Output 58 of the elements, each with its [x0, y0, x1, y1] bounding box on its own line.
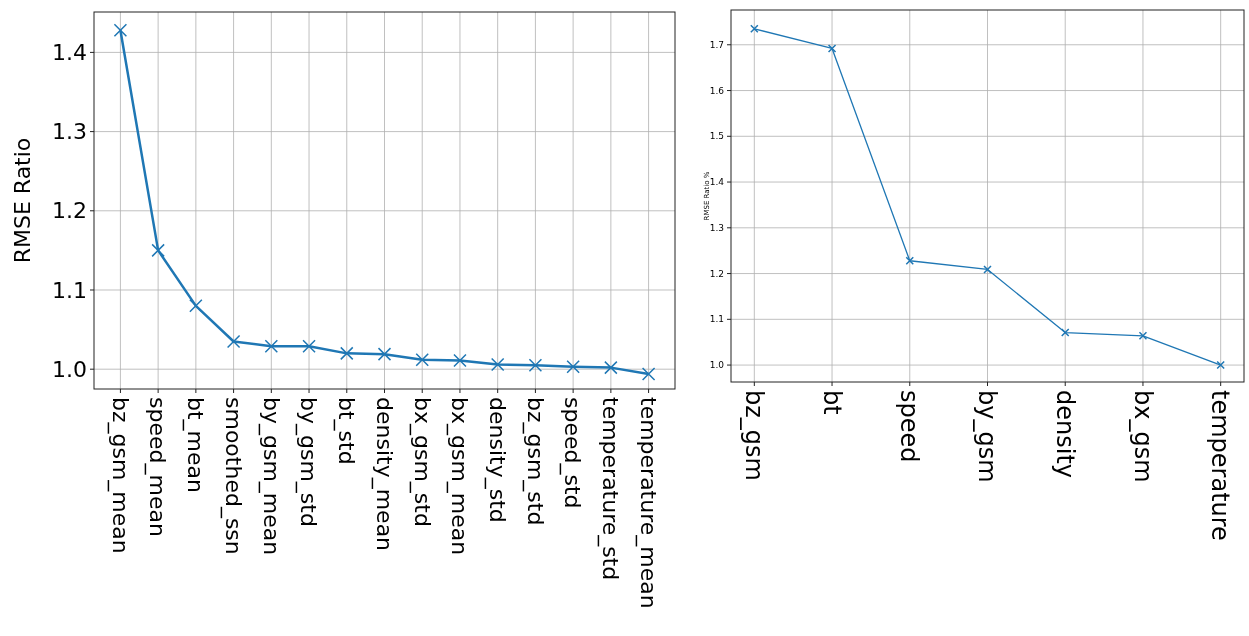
- point: [490, 357, 505, 372]
- point: [189, 299, 203, 313]
- x-tick-label: by_gsm_std: [295, 397, 322, 527]
- point: [377, 347, 392, 361]
- point: [566, 360, 580, 374]
- point: [340, 346, 354, 361]
- x-tick-label: by_gsm_mean: [257, 397, 284, 556]
- y-tick-label: 1.2: [52, 198, 87, 224]
- x-tick-label: speed_mean: [144, 397, 171, 537]
- x-tick-label: density_std: [483, 397, 510, 523]
- x-tick-label: temperature_mean: [634, 397, 661, 609]
- x-tick-label: density: [1050, 390, 1079, 478]
- point: [641, 367, 656, 381]
- point: [827, 44, 837, 53]
- y-tick-label: 1.5: [709, 131, 724, 142]
- point: [1060, 328, 1070, 337]
- point: [302, 339, 316, 353]
- x-tick-label: bz_gsm_mean: [106, 397, 133, 554]
- point: [226, 334, 241, 349]
- point: [151, 243, 165, 258]
- x-tick-label: bz_gsm: [739, 390, 768, 481]
- x-tick-label: bx_gsm_std: [408, 397, 435, 527]
- x-tick-label: bt_mean: [182, 397, 209, 493]
- y-tick-label: 1.0: [709, 360, 725, 371]
- y-tick-label: 1.0: [52, 356, 87, 382]
- x-tick-label: bx_gsm: [1128, 390, 1157, 483]
- point: [983, 265, 992, 274]
- y-axis-title: RMSE Ratio: [10, 137, 35, 264]
- y-tick-label: 1.4: [709, 177, 725, 188]
- point: [604, 360, 618, 375]
- x-tick-label: temperature: [1206, 390, 1235, 541]
- point: [453, 353, 467, 368]
- point: [264, 339, 279, 353]
- point: [528, 358, 543, 372]
- x-tick-label: speed: [895, 390, 924, 463]
- point: [1216, 360, 1225, 370]
- point: [1138, 331, 1148, 341]
- y-tick-label: 1.3: [709, 222, 724, 233]
- y-tick-label: 1.3: [52, 119, 87, 145]
- x-tick-label: temperature_std: [597, 397, 624, 581]
- x-tick-label: density_mean: [370, 397, 397, 552]
- y-tick-label: 1.1: [709, 314, 724, 325]
- y-tick-label: 1.6: [709, 85, 725, 96]
- x-tick-label: by_gsm: [973, 390, 1002, 483]
- x-tick-label: smoothed_ssn: [219, 397, 246, 555]
- point: [750, 24, 759, 34]
- x-tick-label: bx_gsm_mean: [446, 397, 473, 556]
- point: [415, 352, 429, 367]
- point: [905, 256, 915, 265]
- y-tick-label: 1.2: [709, 268, 724, 279]
- y-tick-label: 1.4: [52, 40, 87, 66]
- x-tick-label: bt: [817, 390, 846, 415]
- y-tick-label: 1.1: [52, 277, 87, 303]
- x-tick-label: speed_std: [559, 397, 586, 509]
- y-tick-label: 1.7: [709, 39, 724, 50]
- x-tick-label: bt_std: [333, 397, 360, 465]
- point: [113, 23, 128, 37]
- x-tick-label: bz_gsm_std: [521, 397, 548, 526]
